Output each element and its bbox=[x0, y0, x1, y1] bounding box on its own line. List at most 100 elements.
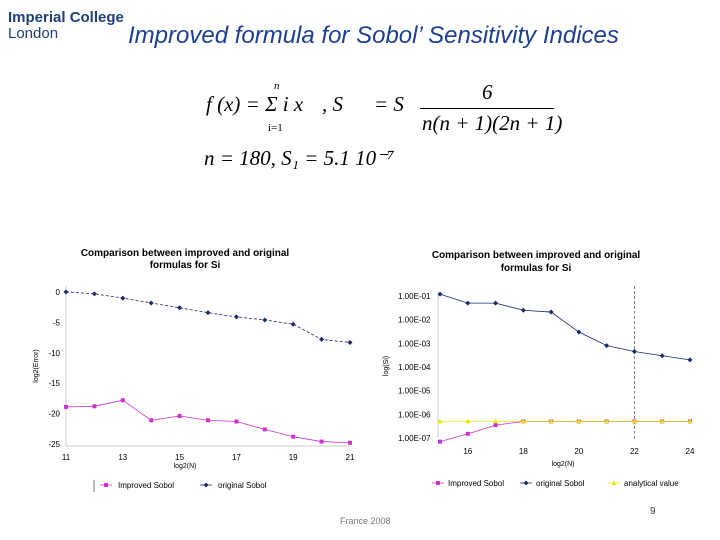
chart1-y-tick: -20 bbox=[48, 410, 60, 419]
formula-si: , S bbox=[322, 92, 343, 116]
chart2-legend-label: analytical value bbox=[624, 479, 679, 488]
formula-numerator: 6 bbox=[482, 80, 493, 104]
chart1-point bbox=[91, 291, 97, 297]
chart1-point bbox=[233, 314, 239, 320]
chart2-title-line1: Comparison between improved and original bbox=[432, 250, 641, 261]
chart1-point bbox=[149, 418, 154, 423]
chart1-legend-marker bbox=[104, 483, 108, 487]
chart2-point bbox=[465, 418, 471, 424]
chart2-point bbox=[520, 418, 526, 424]
chart1-point bbox=[234, 419, 239, 424]
chart1-y-tick: -25 bbox=[48, 440, 60, 449]
chart1-point bbox=[120, 295, 126, 301]
chart2-point bbox=[631, 349, 637, 355]
chart1-y-tick: -15 bbox=[48, 379, 60, 388]
chart1-point bbox=[347, 339, 353, 345]
chart2-point bbox=[437, 418, 443, 424]
logo-line2: London bbox=[8, 25, 59, 42]
formula-sum-upper: n bbox=[274, 80, 280, 92]
chart1-point bbox=[206, 418, 210, 423]
chart1-point bbox=[63, 289, 69, 295]
formula-f-def: f (x) = Σ i x bbox=[206, 92, 304, 116]
chart2-y-label: log(Si) bbox=[383, 356, 390, 376]
chart2-point bbox=[631, 418, 637, 424]
chart1-x-tick: 19 bbox=[289, 453, 298, 462]
chart2-y-tick: 1.00E-04 bbox=[398, 363, 431, 372]
chart1-x-tick: 11 bbox=[62, 453, 71, 462]
chart2-point bbox=[465, 300, 471, 306]
chart2-x-tick: 16 bbox=[463, 447, 472, 456]
chart2-legend-label: Improved Sobol bbox=[448, 479, 504, 488]
chart1-legend-label: original Sobol bbox=[218, 481, 267, 490]
formula-denominator: n(n + 1)(2n + 1) bbox=[422, 111, 563, 135]
chart1-y-tick: 0 bbox=[56, 288, 61, 297]
chart1-point bbox=[262, 427, 267, 432]
chart2-y-tick: 1.00E-07 bbox=[398, 434, 431, 443]
chart1-x-tick: 15 bbox=[175, 453, 184, 462]
chart2-x-tick: 24 bbox=[686, 447, 695, 456]
chart1-point bbox=[262, 317, 268, 323]
chart1-point bbox=[177, 305, 183, 311]
chart-si: Comparison between improved and original… bbox=[383, 250, 695, 488]
chart1-point bbox=[290, 321, 296, 327]
chart1-title-line2: formulas for Si bbox=[150, 260, 221, 271]
chart1-y-tick: -10 bbox=[48, 349, 60, 358]
chart2-point bbox=[493, 300, 499, 306]
chart2-point bbox=[548, 418, 554, 424]
chart1-point bbox=[92, 404, 97, 409]
chart1-legend-marker bbox=[203, 482, 209, 488]
chart2-y-tick: 1.00E-03 bbox=[398, 339, 431, 348]
chart2-y-tick: 1.00E-01 bbox=[398, 292, 431, 301]
page-number: 9 bbox=[650, 506, 656, 517]
chart1-series-line bbox=[65, 291, 351, 343]
chart1-point bbox=[205, 310, 211, 316]
chart-error: Comparison between improved and original… bbox=[33, 248, 355, 492]
chart2-point bbox=[438, 439, 442, 444]
chart1-point bbox=[177, 414, 182, 419]
chart2-legend-marker bbox=[611, 480, 617, 485]
chart2-point bbox=[604, 343, 610, 349]
chart2-x-tick: 18 bbox=[519, 447, 528, 456]
chart2-point bbox=[465, 431, 470, 436]
slide-title: Improved formula for Sobol’ Sensitivity … bbox=[128, 22, 619, 49]
chart1-x-tick: 13 bbox=[118, 453, 127, 462]
chart1-y-tick: -5 bbox=[53, 318, 61, 327]
chart2-point bbox=[437, 291, 443, 297]
chart2-point bbox=[659, 418, 665, 424]
chart2-x-tick: 20 bbox=[574, 447, 583, 456]
chart2-point bbox=[493, 423, 498, 428]
chart1-title-line1: Comparison between improved and original bbox=[81, 248, 290, 259]
chart1-x-tick: 17 bbox=[232, 453, 241, 462]
chart2-point bbox=[576, 329, 582, 335]
formula-values: n = 180, S₁ = 5.1 10⁻⁷ bbox=[204, 146, 395, 170]
chart1-x-label: log2(N) bbox=[174, 463, 197, 470]
chart1-point bbox=[319, 336, 325, 342]
chart2-y-tick: 1.00E-06 bbox=[398, 410, 431, 419]
chart2-y-tick: 1.00E-02 bbox=[398, 316, 431, 325]
chart2-legend-label: original Sobol bbox=[536, 479, 585, 488]
chart1-x-tick: 21 bbox=[346, 453, 355, 462]
fraction-bar bbox=[420, 108, 554, 109]
chart2-point bbox=[687, 357, 693, 363]
chart2-y-tick: 1.00E-05 bbox=[398, 387, 431, 396]
chart2-point bbox=[687, 418, 693, 424]
chart1-point bbox=[319, 439, 324, 444]
chart1-point bbox=[64, 404, 68, 409]
logo-line1: Imperial College bbox=[8, 9, 124, 26]
chart1-point bbox=[348, 440, 352, 445]
chart2-x-label: log2(N) bbox=[552, 461, 575, 468]
chart1-y-label: log2(Error) bbox=[33, 349, 40, 382]
college-logo: Imperial College London bbox=[8, 10, 124, 42]
chart2-point bbox=[520, 307, 526, 313]
chart2-title-line2: formulas for Si bbox=[501, 263, 572, 274]
chart2-point bbox=[493, 418, 499, 424]
formula-st: = S bbox=[374, 92, 404, 116]
chart2-point bbox=[548, 309, 554, 315]
chart2-legend-marker bbox=[523, 480, 529, 486]
chart2-x-tick: 22 bbox=[630, 447, 639, 456]
footer-text: France 2008 bbox=[340, 516, 391, 526]
chart1-point bbox=[291, 434, 296, 439]
chart1-point bbox=[148, 300, 154, 306]
chart1-legend-label: Improved Sobol bbox=[118, 481, 174, 490]
chart2-series-line bbox=[439, 421, 690, 443]
